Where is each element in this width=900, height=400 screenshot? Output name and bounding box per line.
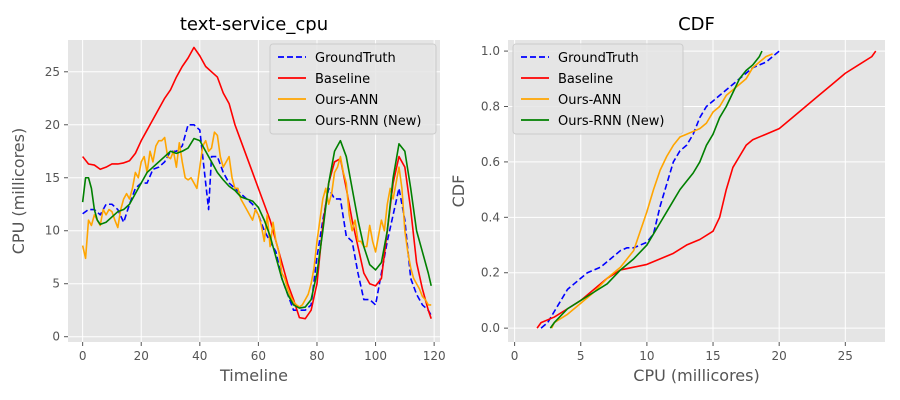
y-tick-label: 20 [45,118,60,132]
x-tick-label: 0 [511,349,519,363]
x-axis-label: Timeline [219,366,288,385]
x-tick-label: 40 [192,349,207,363]
x-tick-label: 10 [639,349,654,363]
legend: GroundTruth Baseline Ours-ANN Ours-RNN (New… [269,43,437,135]
legend-entry-label: Ours-RNN (New) [558,114,664,129]
legend-entry-label: Baseline [315,72,370,87]
x-tick-label: 15 [705,349,720,363]
legend-entry-label: Ours-ANN [315,93,378,108]
series-line-groundtruth [540,50,780,329]
y-axis-label: CPU (millicores) [9,128,28,254]
x-tick-label: 100 [364,349,387,363]
legend: GroundTruth Baseline Ours-ANN Ours-RNN (New… [512,43,684,135]
series-line-ours-ann [550,53,773,329]
chart-title: CDF [678,14,715,35]
x-tick-label: 5 [577,349,585,363]
chart-title: text-service_cpu [180,14,328,35]
y-tick-label: 1.0 [481,44,500,58]
legend-box [512,43,684,135]
y-axis-label: CDF [449,175,468,208]
x-tick-label: 120 [423,349,446,363]
y-tick-label: 10 [45,224,60,238]
y-tick-label: 0.6 [481,155,500,169]
legend-entry-label: Ours-RNN (New) [315,114,421,129]
x-tick-label: 20 [772,349,787,363]
series-line-ours-rnn-new [549,50,763,329]
series-line-ours-rnn-new [81,137,432,309]
x-tick-label: 0 [79,349,87,363]
x-tick-label: 25 [838,349,853,363]
legend-box [269,43,437,135]
legend-entry-label: Ours-ANN [558,93,621,108]
y-tick-label: 0.0 [481,321,500,335]
legend-entry-label: GroundTruth [315,51,396,66]
x-tick-label: 60 [251,349,266,363]
series-line-ours-ann [81,131,432,308]
series-line-baseline [536,50,877,329]
x-tick-label: 20 [134,349,149,363]
y-tick-label: 0.2 [481,266,500,280]
y-tick-label: 0 [52,330,60,344]
y-tick-label: 0.4 [481,210,500,224]
chart-panel-1: 0 20 40 60 80 100 120 0 5 10 15 20 25 text-service_cp… [9,14,446,385]
y-tick-label: 0.8 [481,99,500,113]
legend-entry-label: Baseline [558,72,613,87]
chart-panel-2: 0 5 10 15 20 25 0.0 0.2 0.4 0.6 0.8 1.0 CDF CPU (mill… [449,14,885,385]
y-tick-label: 5 [52,277,60,291]
y-tick-label: 15 [45,171,60,185]
legend-entry-label: GroundTruth [558,51,639,66]
y-tick-label: 25 [45,65,60,79]
x-axis-label: CPU (millicores) [633,366,759,385]
x-tick-label: 80 [309,349,324,363]
series-line-baseline [82,46,432,320]
